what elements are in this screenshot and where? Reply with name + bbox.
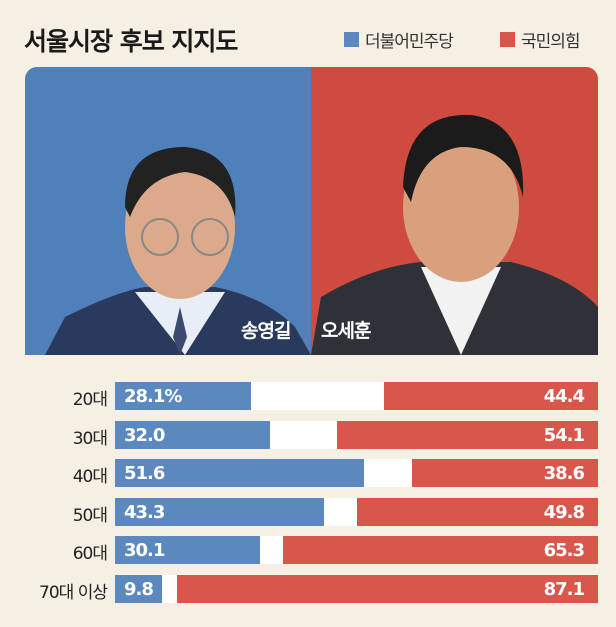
bar-ppp	[282, 536, 598, 565]
value-label-ppp: 49.8	[543, 501, 585, 523]
bar-track: 51.6 38.6	[115, 459, 598, 488]
candidate-photo-song	[25, 67, 311, 355]
bar-democratic	[115, 382, 251, 410]
category-label: 30대	[72, 428, 108, 449]
legend-swatch-red	[500, 32, 515, 47]
candidate-name-oh: 오세훈	[321, 320, 371, 342]
value-label-ppp: 65.3	[543, 540, 585, 562]
value-label-ppp: 87.1	[543, 579, 585, 600]
chart-title: 서울시장 후보 지지도	[24, 27, 238, 56]
category-label: 60대	[72, 544, 108, 565]
bar-ppp	[336, 420, 598, 449]
legend-ppp: 국민의힘	[500, 27, 581, 52]
bar-ppp	[177, 575, 598, 603]
value-label-democratic: 51.6	[124, 463, 165, 485]
category-label: 20대	[72, 390, 108, 410]
legend-democratic: 더불어민주당	[344, 27, 454, 52]
value-label-democratic: 32.0	[124, 424, 165, 446]
bar-democratic	[115, 459, 365, 488]
bar-track: 32.0 54.1	[115, 420, 598, 449]
category-label: 70대 이상	[39, 583, 108, 603]
bar-democratic	[115, 536, 261, 565]
value-label-democratic: 43.3	[124, 501, 165, 523]
value-label-ppp: 54.1	[543, 424, 585, 446]
value-label-ppp: 44.4	[543, 386, 585, 407]
value-label-democratic: 9.8	[124, 579, 154, 600]
bar-ppp	[411, 459, 598, 488]
bar-democratic	[115, 497, 325, 526]
value-label-democratic: 28.1%	[124, 386, 182, 407]
legend-label: 국민의힘	[521, 32, 581, 52]
category-label: 50대	[72, 505, 108, 526]
bar-ppp	[357, 497, 598, 526]
bar-democratic	[115, 420, 270, 449]
bar-track: 9.8 87.1	[115, 575, 598, 603]
value-label-democratic: 30.1	[124, 540, 165, 562]
portrait-silhouette	[45, 147, 311, 355]
bar-track: 28.1% 44.4	[115, 382, 598, 410]
candidate-name-song: 송영길	[241, 320, 291, 342]
bar-ppp	[383, 382, 598, 410]
value-label-ppp: 38.6	[543, 463, 585, 485]
portrait-silhouette	[311, 114, 598, 355]
legend-swatch-blue	[344, 32, 359, 47]
bar-track: 43.3 49.8	[115, 497, 598, 526]
category-label: 40대	[72, 467, 108, 488]
bar-track: 30.1 65.3	[115, 536, 598, 565]
bar-democratic	[115, 575, 163, 603]
legend-label: 더불어민주당	[365, 32, 454, 52]
candidate-photo-oh	[311, 67, 598, 355]
